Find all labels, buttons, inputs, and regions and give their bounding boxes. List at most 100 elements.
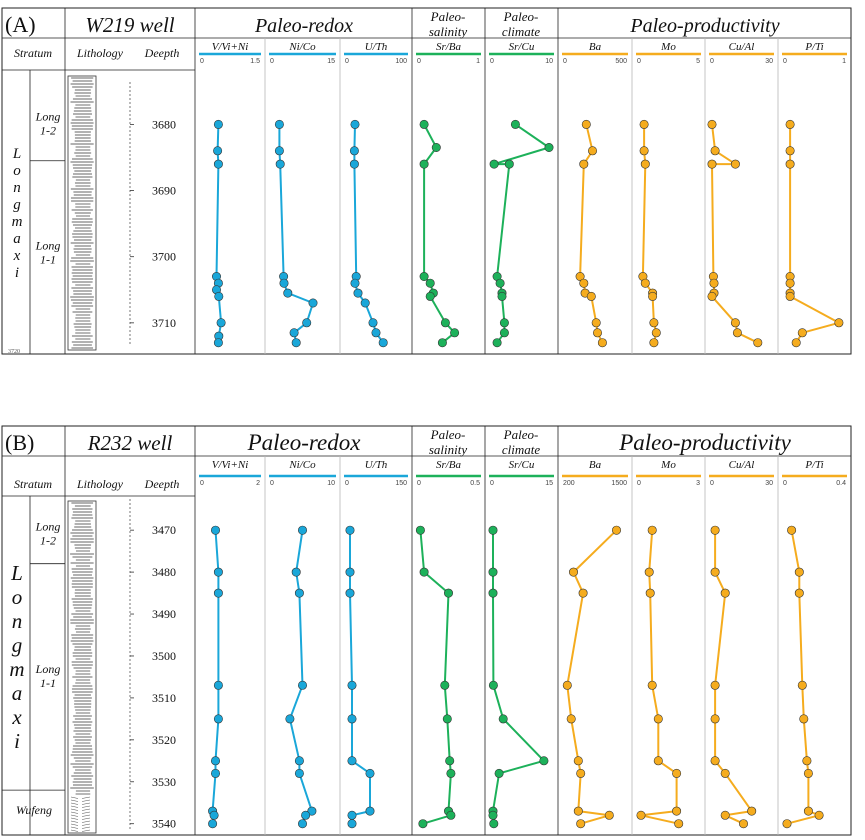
depth-tick-label: 3530: [152, 775, 176, 789]
panel-b: (B) R232 well Paleo-redox Paleo-salinityPal…: [1, 425, 852, 836]
lithology-hatch: [70, 811, 79, 814]
data-point: [425, 278, 435, 288]
data-point: [488, 525, 498, 535]
data-point: [640, 278, 650, 288]
data-point: [488, 810, 498, 820]
series-line: [278, 124, 314, 343]
lithology-hatch: [81, 799, 91, 802]
column-u-th: U/Th 0 150: [339, 456, 408, 835]
data-point: [440, 318, 450, 328]
group-title-salinity: salinity: [429, 442, 468, 457]
lithology-hatch: [81, 817, 91, 820]
data-point: [214, 291, 224, 301]
group-title-productivity: Paleo-productivity: [629, 15, 779, 37]
group-title-climate: climate: [502, 442, 540, 457]
data-point: [347, 714, 357, 724]
axis-min-label: 0: [637, 480, 641, 487]
data-point: [785, 291, 795, 301]
data-point: [488, 567, 498, 577]
data-point: [209, 810, 219, 820]
data-point: [275, 159, 285, 169]
data-point: [291, 338, 301, 348]
depth-header: Deepth: [144, 477, 180, 491]
data-point: [347, 756, 357, 766]
data-point: [419, 159, 429, 169]
lithology-hatch: [70, 805, 79, 808]
data-point: [710, 525, 720, 535]
column-ba: Ba 200 1500: [562, 459, 628, 829]
data-point: [365, 768, 375, 778]
data-point: [720, 810, 730, 820]
member-label: Wufeng: [16, 803, 52, 817]
column-p-ti: P/Ti 0 0.4: [777, 456, 847, 835]
data-point: [636, 810, 646, 820]
column-label: Ba: [589, 41, 602, 53]
column-label: Sr/Ba: [436, 459, 462, 471]
axis-min-label: 0: [710, 58, 714, 65]
data-point: [581, 119, 591, 129]
data-point: [730, 159, 740, 169]
axis-max-label: 3: [696, 480, 700, 487]
column-sr-ba: Sr/Ba 0 1: [416, 41, 481, 348]
data-point: [208, 819, 218, 829]
column-p-ti: P/Ti 0 1: [777, 38, 847, 354]
series-line: [566, 529, 618, 825]
column-cu-al: Cu/Al 0 30: [704, 456, 774, 835]
series-line: [353, 124, 385, 344]
data-point: [709, 278, 719, 288]
data-point: [794, 588, 804, 598]
data-point: [489, 159, 499, 169]
data-point: [707, 159, 717, 169]
data-point: [747, 806, 757, 816]
formation-label-letter: g: [13, 197, 21, 213]
data-point: [566, 714, 576, 724]
column-label: V/Vi+Ni: [212, 41, 249, 53]
axis-max-label: 150: [395, 480, 407, 487]
formation-label-letter: i: [14, 729, 20, 753]
formation-label-letter: o: [12, 585, 23, 609]
data-point: [213, 119, 223, 129]
data-point: [297, 680, 307, 690]
axis-min-label: 0: [345, 58, 349, 65]
series-line: [641, 124, 658, 343]
depth-tick-label: 3480: [152, 565, 176, 579]
data-point: [573, 756, 583, 766]
series-line: [711, 124, 759, 344]
data-point: [597, 338, 607, 348]
data-point: [587, 146, 597, 156]
lithology-hatch: [81, 823, 91, 826]
column-label: Ni/Co: [288, 41, 316, 53]
axis-min-label: 0: [345, 480, 349, 487]
data-point: [785, 159, 795, 169]
lithology-hatch: [70, 802, 79, 805]
data-point: [213, 714, 223, 724]
member-label: 1-2: [40, 123, 56, 137]
data-point: [211, 525, 221, 535]
data-point: [639, 119, 649, 129]
data-point: [710, 756, 720, 766]
depth-tick-label: 3690: [152, 184, 176, 198]
axis-max-label: 15: [545, 480, 553, 487]
data-point: [347, 810, 357, 820]
depth-tick-label: 3700: [152, 250, 176, 264]
group-title-salinity: salinity: [429, 24, 468, 39]
lithology-hatch: [70, 823, 79, 826]
data-point: [579, 278, 589, 288]
data-point: [345, 525, 355, 535]
data-point: [297, 525, 307, 535]
lithology-hatch: [70, 796, 79, 799]
data-point: [611, 525, 621, 535]
formation-label-letter: m: [9, 657, 24, 681]
data-point: [213, 567, 223, 577]
axis-max-label: 1500: [611, 480, 627, 487]
lithology-hatch: [81, 820, 91, 823]
data-point: [419, 271, 429, 281]
data-point: [345, 567, 355, 577]
formation-label-letter: L: [10, 561, 23, 585]
formation-label-letter: a: [12, 681, 23, 705]
lithology-hatch: [70, 829, 79, 832]
data-point: [753, 338, 763, 348]
data-point: [797, 328, 807, 338]
data-point: [499, 318, 509, 328]
depth-tick-label: 3680: [152, 117, 176, 131]
